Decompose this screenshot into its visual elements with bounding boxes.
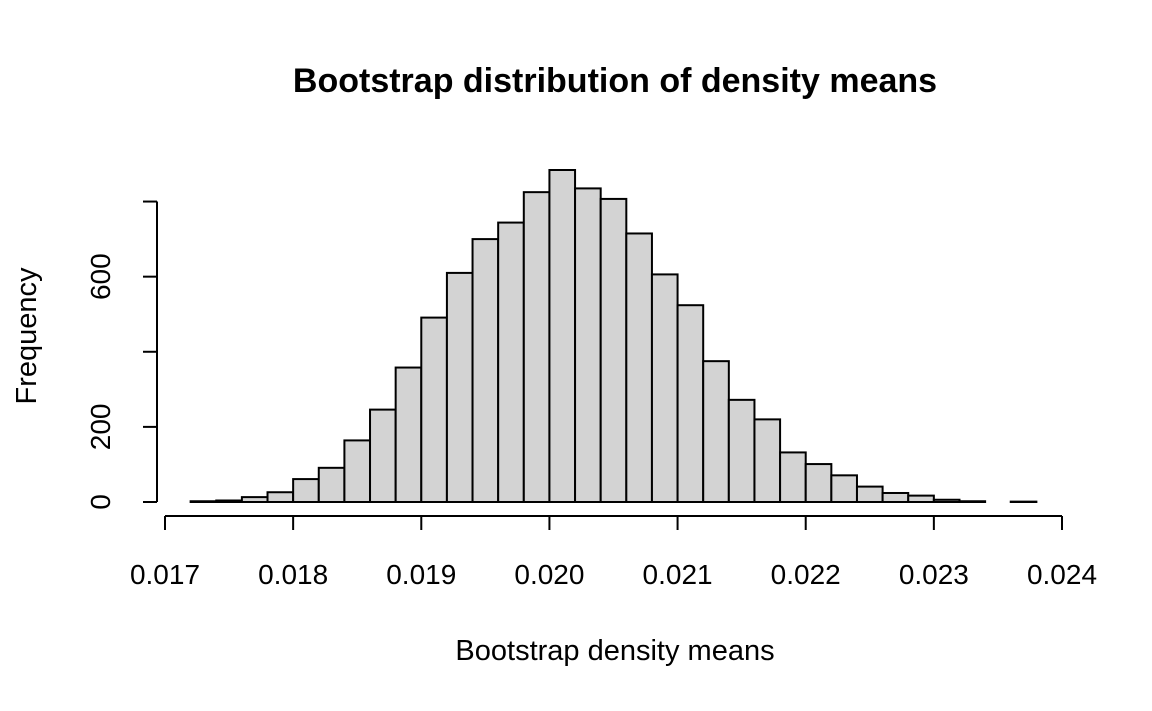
x-axis: 0.017 0.018 0.019 0.020 0.021 0.022 0.023 0.024 <box>130 515 1097 590</box>
y-tick-label: 600 <box>85 253 116 300</box>
histogram-bar <box>650 273 679 503</box>
x-tick-label: 0.023 <box>899 559 969 590</box>
x-tick-label: 0.022 <box>771 559 841 590</box>
histogram-bar <box>189 500 218 504</box>
x-tick-label: 0.024 <box>1027 559 1097 590</box>
histogram-bar <box>420 316 448 503</box>
y-tick-label: 0 <box>85 494 116 510</box>
histogram-bar <box>907 494 935 504</box>
y-tick-label: 200 <box>85 404 116 451</box>
histogram-bar <box>369 408 397 504</box>
y-axis-label: Frequency <box>11 267 43 405</box>
bars-group <box>189 169 1038 504</box>
histogram-bar <box>830 474 858 503</box>
x-tick-label: 0.019 <box>386 559 456 590</box>
histogram-bar <box>599 197 628 503</box>
histogram-bar <box>958 500 987 504</box>
histogram-bar <box>881 491 910 503</box>
histogram-bar <box>855 485 884 503</box>
histogram-bar <box>497 221 525 503</box>
histogram-bar <box>240 496 269 503</box>
histogram-bar <box>522 191 551 503</box>
histogram-bar <box>932 498 961 504</box>
histogram-bar <box>215 499 243 504</box>
histogram-bar <box>753 418 782 504</box>
x-tick-label: 0.018 <box>258 559 328 590</box>
histogram-bar <box>343 439 372 503</box>
histogram-bar <box>266 491 295 503</box>
x-tick-label: 0.017 <box>130 559 200 590</box>
x-tick-label: 0.020 <box>514 559 584 590</box>
chart-title: Bootstrap distribution of density means <box>293 62 937 100</box>
y-axis: 0 200 600 <box>85 200 158 510</box>
histogram-bar <box>548 169 577 503</box>
histogram-bar <box>394 366 423 503</box>
histogram-bar <box>625 232 653 503</box>
histogram-bar <box>676 304 705 503</box>
histogram-bar <box>779 451 807 504</box>
histogram-bar <box>317 466 346 503</box>
histogram-bar <box>292 478 320 503</box>
histogram-bar <box>702 360 730 503</box>
histogram-bar <box>574 187 602 503</box>
x-tick-label: 0.021 <box>643 559 713 590</box>
histogram-bar <box>804 463 833 503</box>
histogram-bar <box>727 398 756 504</box>
histogram-bar <box>471 238 500 503</box>
histogram-bar <box>445 271 474 503</box>
x-axis-label: Bootstrap density means <box>455 635 774 667</box>
